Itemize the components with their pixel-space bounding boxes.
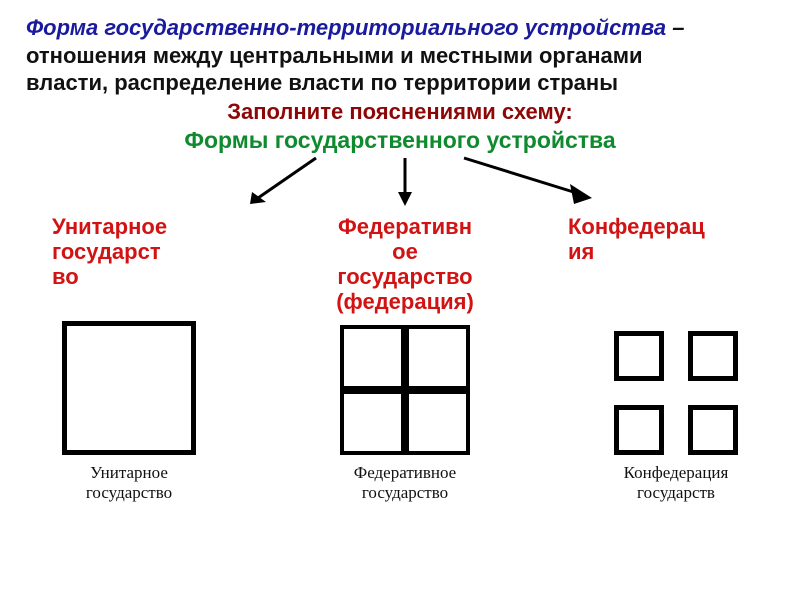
slide-root: Форма государственно-территориального ус… bbox=[0, 0, 800, 600]
grid-cell bbox=[340, 390, 405, 455]
grid-cell bbox=[340, 325, 405, 390]
label-federative-l3: государство bbox=[337, 264, 472, 289]
diagram-confederation-col: Конфедерация государств bbox=[614, 331, 738, 503]
arrow-center bbox=[390, 154, 420, 208]
caption-federative-l1: Федеративное bbox=[354, 463, 456, 482]
arrow-right bbox=[458, 154, 598, 208]
caption-unitary-l1: Унитарное bbox=[90, 463, 168, 482]
diagrams-row: Унитарное государство Федеративное госуд… bbox=[26, 321, 774, 503]
caption-federative: Федеративное государство bbox=[354, 463, 456, 503]
caption-unitary: Унитарное государство bbox=[86, 463, 172, 503]
arrow-left bbox=[246, 154, 326, 208]
confed-cell bbox=[688, 331, 738, 381]
caption-unitary-l2: государство bbox=[86, 483, 172, 502]
diagram-unitary bbox=[62, 321, 196, 455]
grid-cell bbox=[405, 390, 470, 455]
definition-line2: отношения между центральными и местными … bbox=[26, 42, 774, 70]
definition-dash: – bbox=[666, 15, 684, 40]
confed-cell bbox=[688, 405, 738, 455]
instruction-text: Заполните пояснениями схему: bbox=[26, 99, 774, 125]
definition-term: Форма государственно-территориального ус… bbox=[26, 15, 666, 40]
caption-federative-l2: государство bbox=[362, 483, 448, 502]
definition-line3: власти, распределение власти по территор… bbox=[26, 69, 774, 97]
label-unitary-l3: во bbox=[52, 264, 79, 289]
grid-cell bbox=[405, 325, 470, 390]
schema-title: Формы государственного устройства bbox=[26, 127, 774, 154]
label-federative-l1: Федеративн bbox=[338, 214, 472, 239]
label-confederation-l2: ия bbox=[568, 239, 594, 264]
diagram-unitary-col: Унитарное государство bbox=[62, 321, 196, 503]
label-unitary-l1: Унитарное bbox=[52, 214, 167, 239]
confed-cell bbox=[614, 405, 664, 455]
label-unitary: Унитарное государст во bbox=[52, 214, 252, 315]
diagram-federative bbox=[340, 325, 470, 455]
label-federative-l4: (федерация) bbox=[336, 289, 474, 314]
caption-confederation-l2: государств bbox=[637, 483, 715, 502]
confed-cell bbox=[614, 331, 664, 381]
column-labels-row: Унитарное государст во Федеративн ое гос… bbox=[26, 214, 774, 315]
label-federative: Федеративн ое государство (федерация) bbox=[295, 214, 515, 315]
label-confederation-l1: Конфедерац bbox=[568, 214, 705, 239]
diagram-confederation bbox=[614, 331, 738, 455]
arrows-layer bbox=[26, 154, 774, 214]
caption-confederation: Конфедерация государств bbox=[624, 463, 729, 503]
diagram-federative-col: Федеративное государство bbox=[340, 325, 470, 503]
label-unitary-l2: государст bbox=[52, 239, 161, 264]
caption-confederation-l1: Конфедерация bbox=[624, 463, 729, 482]
label-confederation: Конфедерац ия bbox=[558, 214, 748, 315]
definition-block: Форма государственно-территориального ус… bbox=[26, 14, 774, 97]
label-federative-l2: ое bbox=[392, 239, 418, 264]
